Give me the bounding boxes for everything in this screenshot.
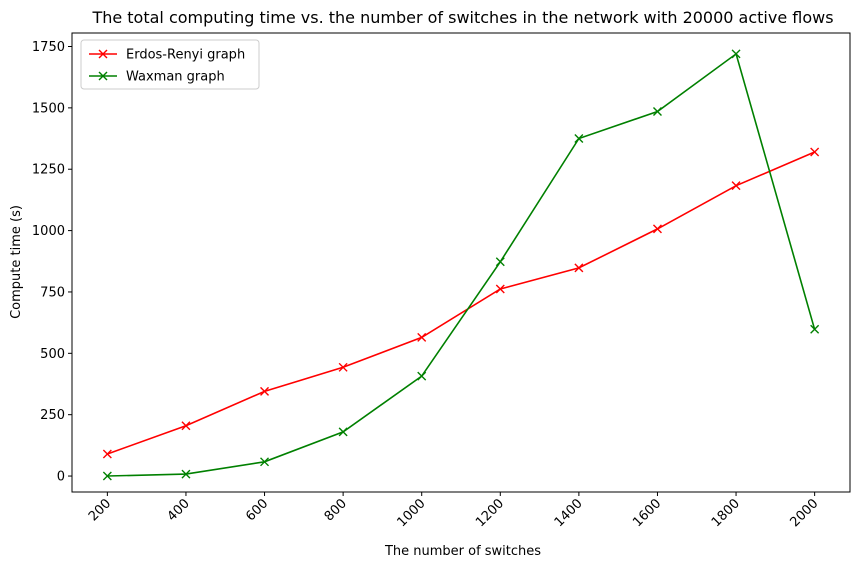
- legend-item-2: Waxman graph: [89, 70, 225, 85]
- y-tick-label-6: 1250: [32, 163, 65, 178]
- point-marker-stroke: [652, 107, 662, 117]
- point-marker-stroke: [810, 324, 820, 334]
- plot-frame: [71, 32, 851, 493]
- data-point-1-3: [260, 386, 270, 396]
- point-marker-stroke: [338, 362, 348, 372]
- data-point-1-4: [338, 362, 348, 372]
- legend-item-1: Erdos-Renyi graph: [89, 48, 245, 63]
- data-point-1-1: [102, 449, 112, 459]
- data-point-2-5: [417, 371, 427, 381]
- point-marker-stroke: [417, 371, 427, 381]
- legend-marker-stroke: [98, 71, 108, 81]
- point-marker-stroke: [260, 386, 270, 396]
- legend-label-1: Erdos-Renyi graph: [126, 48, 245, 63]
- x-tick-label-6: 1200: [473, 496, 507, 530]
- data-point-1-6: [495, 284, 505, 294]
- point-marker-stroke: [731, 181, 741, 191]
- y-tick-label-1: 0: [57, 470, 65, 485]
- x-tick-label-7: 1400: [552, 496, 586, 530]
- y-axis-label: Compute time (s): [9, 205, 24, 319]
- x-tick-label-2: 400: [165, 496, 193, 524]
- point-marker-stroke: [495, 257, 505, 267]
- data-point-2-3: [260, 457, 270, 467]
- point-marker-stroke: [574, 134, 584, 144]
- data-point-2-2: [181, 469, 191, 479]
- data-point-2-7: [574, 134, 584, 144]
- point-marker-stroke: [810, 147, 820, 157]
- x-axis-label: The number of switches: [384, 544, 541, 559]
- point-marker-stroke: [102, 471, 112, 481]
- x-tick-label-5: 1000: [395, 496, 429, 530]
- point-marker-stroke: [417, 332, 427, 342]
- y-tick-label-5: 1000: [32, 224, 65, 239]
- point-marker-stroke: [495, 284, 505, 294]
- data-point-1-7: [574, 263, 584, 273]
- y-tick-label-3: 500: [40, 347, 65, 362]
- point-marker-stroke: [102, 449, 112, 459]
- x-tick-label-9: 1800: [709, 496, 743, 530]
- legend-marker-stroke: [98, 49, 108, 59]
- legend-box: [80, 39, 260, 90]
- point-marker-stroke: [338, 427, 348, 437]
- chart-title: The total computing time vs. the number …: [91, 8, 833, 27]
- x-tick-label-3: 600: [243, 496, 271, 524]
- y-tick-label-4: 750: [40, 285, 65, 300]
- data-point-1-8: [652, 224, 662, 234]
- data-point-2-1: [102, 471, 112, 481]
- point-marker-stroke: [181, 421, 191, 431]
- data-point-2-4: [338, 427, 348, 437]
- axes: 0 250 500 750 1000 1250 1500 1750 200 400 600 800 10…: [32, 32, 851, 530]
- point-marker-stroke: [574, 263, 584, 273]
- legend-label-2: Waxman graph: [126, 70, 225, 85]
- x-tick-label-1: 200: [86, 496, 114, 524]
- y-tick-label-7: 1500: [32, 101, 65, 116]
- x-tick-label-4: 800: [322, 496, 350, 524]
- data-point-1-9: [731, 181, 741, 191]
- point-marker-stroke: [652, 224, 662, 234]
- data-point-1-2: [181, 421, 191, 431]
- point-marker-stroke: [181, 469, 191, 479]
- data-point-1-5: [417, 332, 427, 342]
- data-point-2-6: [495, 257, 505, 267]
- data-point-1-10: [810, 147, 820, 157]
- legend: Erdos-Renyi graph Waxman graph: [80, 39, 260, 90]
- data-point-2-10: [810, 324, 820, 334]
- point-marker-stroke: [731, 49, 741, 59]
- series-line-1: [107, 151, 815, 455]
- x-tick-label-10: 2000: [787, 496, 821, 530]
- x-tick-label-8: 1600: [630, 496, 664, 530]
- point-marker-stroke: [260, 457, 270, 467]
- data-point-2-9: [731, 49, 741, 59]
- plot-area: [102, 49, 820, 481]
- data-point-2-8: [652, 107, 662, 117]
- y-tick-label-8: 1750: [32, 40, 65, 55]
- y-tick-label-2: 250: [40, 408, 65, 423]
- series-line-2: [107, 52, 816, 477]
